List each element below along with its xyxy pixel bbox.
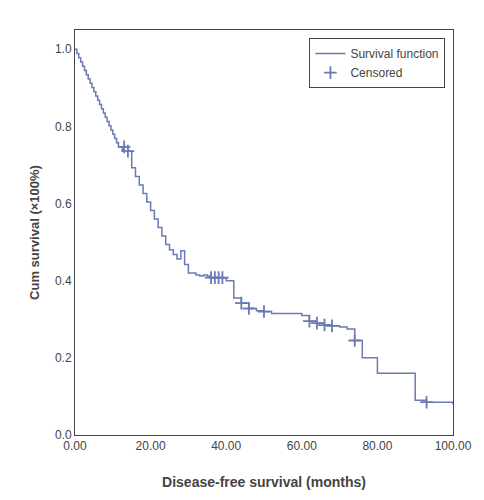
svg-text:0.8: 0.8: [55, 120, 72, 134]
svg-text:0.4: 0.4: [55, 274, 72, 288]
svg-text:60.00: 60.00: [287, 439, 317, 453]
svg-text:80.00: 80.00: [362, 439, 392, 453]
svg-text:Survival function: Survival function: [350, 47, 438, 61]
svg-text:0.6: 0.6: [55, 197, 72, 211]
svg-text:100.00: 100.00: [435, 439, 472, 453]
svg-text:20.00: 20.00: [136, 439, 166, 453]
svg-text:Censored: Censored: [350, 66, 402, 80]
svg-text:Cum survival (×100%): Cum survival (×100%): [27, 165, 42, 300]
svg-text:40.00: 40.00: [211, 439, 241, 453]
svg-text:0.2: 0.2: [55, 351, 72, 365]
svg-text:0.00: 0.00: [63, 439, 87, 453]
svg-text:Disease-free survival (months): Disease-free survival (months): [162, 474, 366, 490]
svg-text:1.0: 1.0: [55, 42, 72, 56]
svg-text:0.0: 0.0: [55, 428, 72, 442]
